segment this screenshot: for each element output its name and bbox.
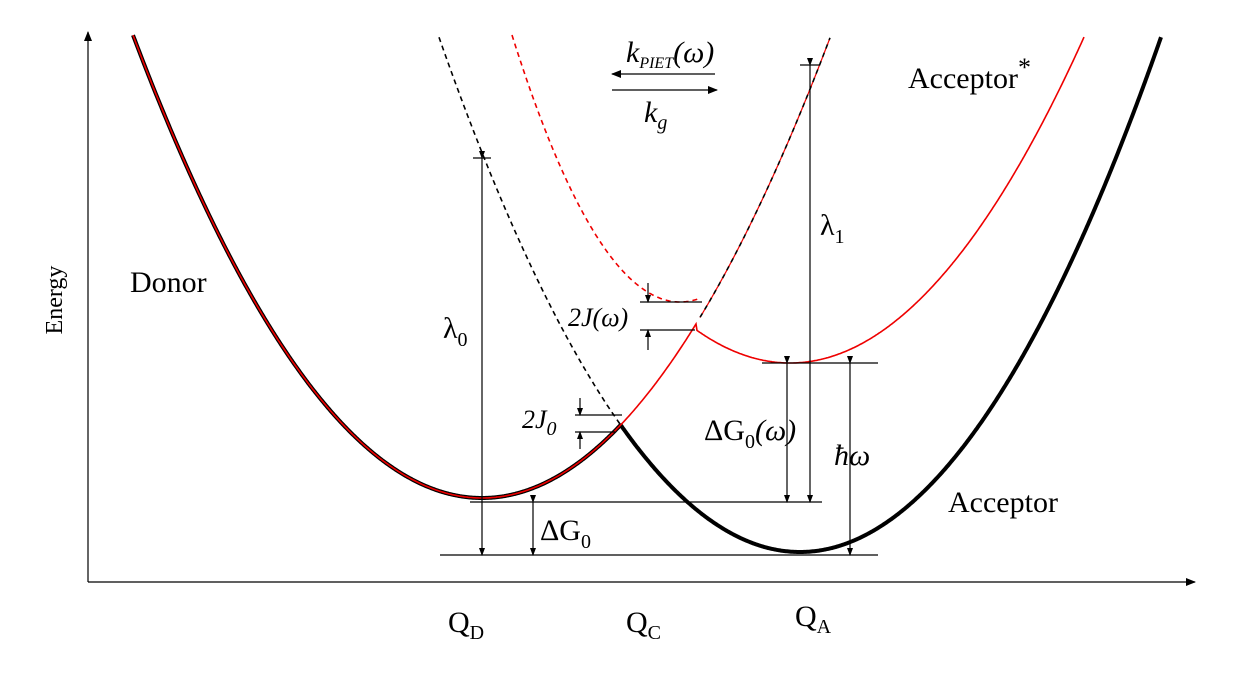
label-text: λ [443, 312, 458, 345]
x-label: QA [795, 600, 832, 638]
label-sub: 1 [835, 226, 845, 248]
annotation: ΔG0 [540, 514, 591, 553]
label-sub: PIET [638, 55, 674, 72]
label-text: Q [795, 600, 817, 633]
label-after: (ω) [755, 414, 796, 447]
label-sub: g [657, 112, 667, 134]
label-text: 2J [522, 405, 548, 434]
curves [131, 34, 1163, 554]
label-text: k [644, 96, 658, 129]
label-text: k [626, 36, 640, 69]
label-sub: 0 [581, 531, 591, 553]
curve [511, 34, 701, 303]
curve [132, 34, 1085, 499]
x-label: QD [448, 606, 484, 644]
annotation: kg [644, 96, 667, 134]
annotation: λ1 [820, 209, 845, 248]
label-sub: 0 [547, 418, 557, 440]
axis-label: Energy [42, 266, 68, 335]
label-after: (ω) [673, 36, 714, 69]
annotation: kPIET(ω) [626, 36, 714, 72]
curve [438, 36, 621, 425]
label-sub: 0 [458, 329, 468, 351]
label-text: ΔG [704, 414, 745, 447]
annotation: ΔG0(ω) [704, 414, 796, 453]
curve-label: Donor [130, 266, 207, 299]
curve-label: Acceptor [948, 486, 1058, 519]
label-text: ΔG [540, 514, 581, 547]
label-sub: 0 [745, 431, 755, 453]
label-text: Acceptor [908, 62, 1018, 95]
annotation: 2J(ω) [568, 303, 628, 332]
label-sub: C [648, 622, 661, 644]
label-text: λ [820, 209, 835, 242]
annotation: ħω [834, 439, 870, 472]
annotation: 2J0 [522, 405, 557, 440]
label-sub: A [817, 616, 832, 638]
annotation: λ0 [443, 312, 468, 351]
label-sub: D [470, 622, 484, 644]
label-sup: * [1018, 53, 1031, 82]
label-text: Q [448, 606, 470, 639]
label-text: Q [626, 606, 648, 639]
x-label: QC [626, 606, 661, 644]
curve-label: Acceptor* [908, 53, 1031, 95]
